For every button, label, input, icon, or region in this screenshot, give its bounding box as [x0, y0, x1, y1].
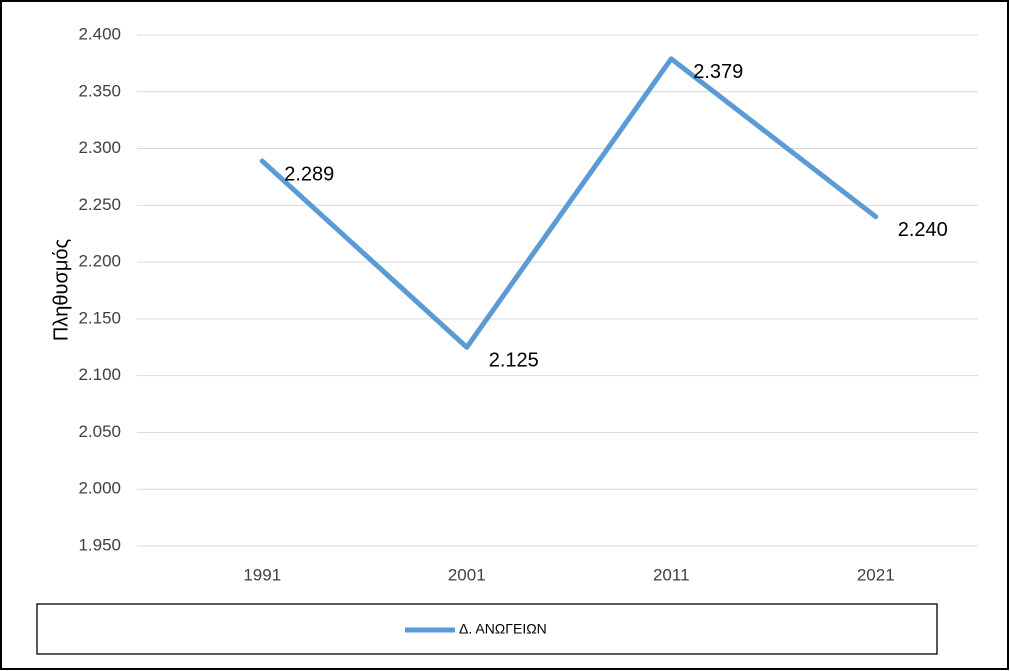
y-tick-label: 2.200	[78, 252, 121, 271]
x-tick-label: 2011	[653, 565, 690, 584]
y-tick-label: 2.400	[78, 24, 121, 43]
x-tick-label: 2021	[857, 565, 895, 584]
x-tick-label: 1991	[243, 565, 281, 584]
y-tick-label: 2.250	[78, 195, 121, 214]
legend-box	[36, 603, 938, 655]
y-tick-label: 2.050	[78, 422, 121, 441]
y-tick-label: 2.300	[78, 138, 121, 157]
legend-label: Δ. ΑΝΩΓΕΙΩΝ	[459, 621, 547, 637]
y-tick-label: 2.350	[78, 81, 121, 100]
y-tick-label: 2.000	[78, 479, 121, 498]
data-label: 2.240	[898, 219, 948, 241]
data-label: 2.125	[489, 350, 539, 372]
y-tick-label: 1.950	[78, 535, 121, 554]
x-tick-label: 2001	[448, 565, 486, 584]
y-tick-label: 2.150	[78, 308, 121, 327]
data-line	[259, 56, 879, 350]
data-label: 2.379	[693, 61, 743, 83]
data-label: 2.289	[284, 163, 334, 185]
y-tick-label: 2.100	[78, 365, 121, 384]
y-axis-label: Πληθυσμός	[50, 239, 72, 342]
